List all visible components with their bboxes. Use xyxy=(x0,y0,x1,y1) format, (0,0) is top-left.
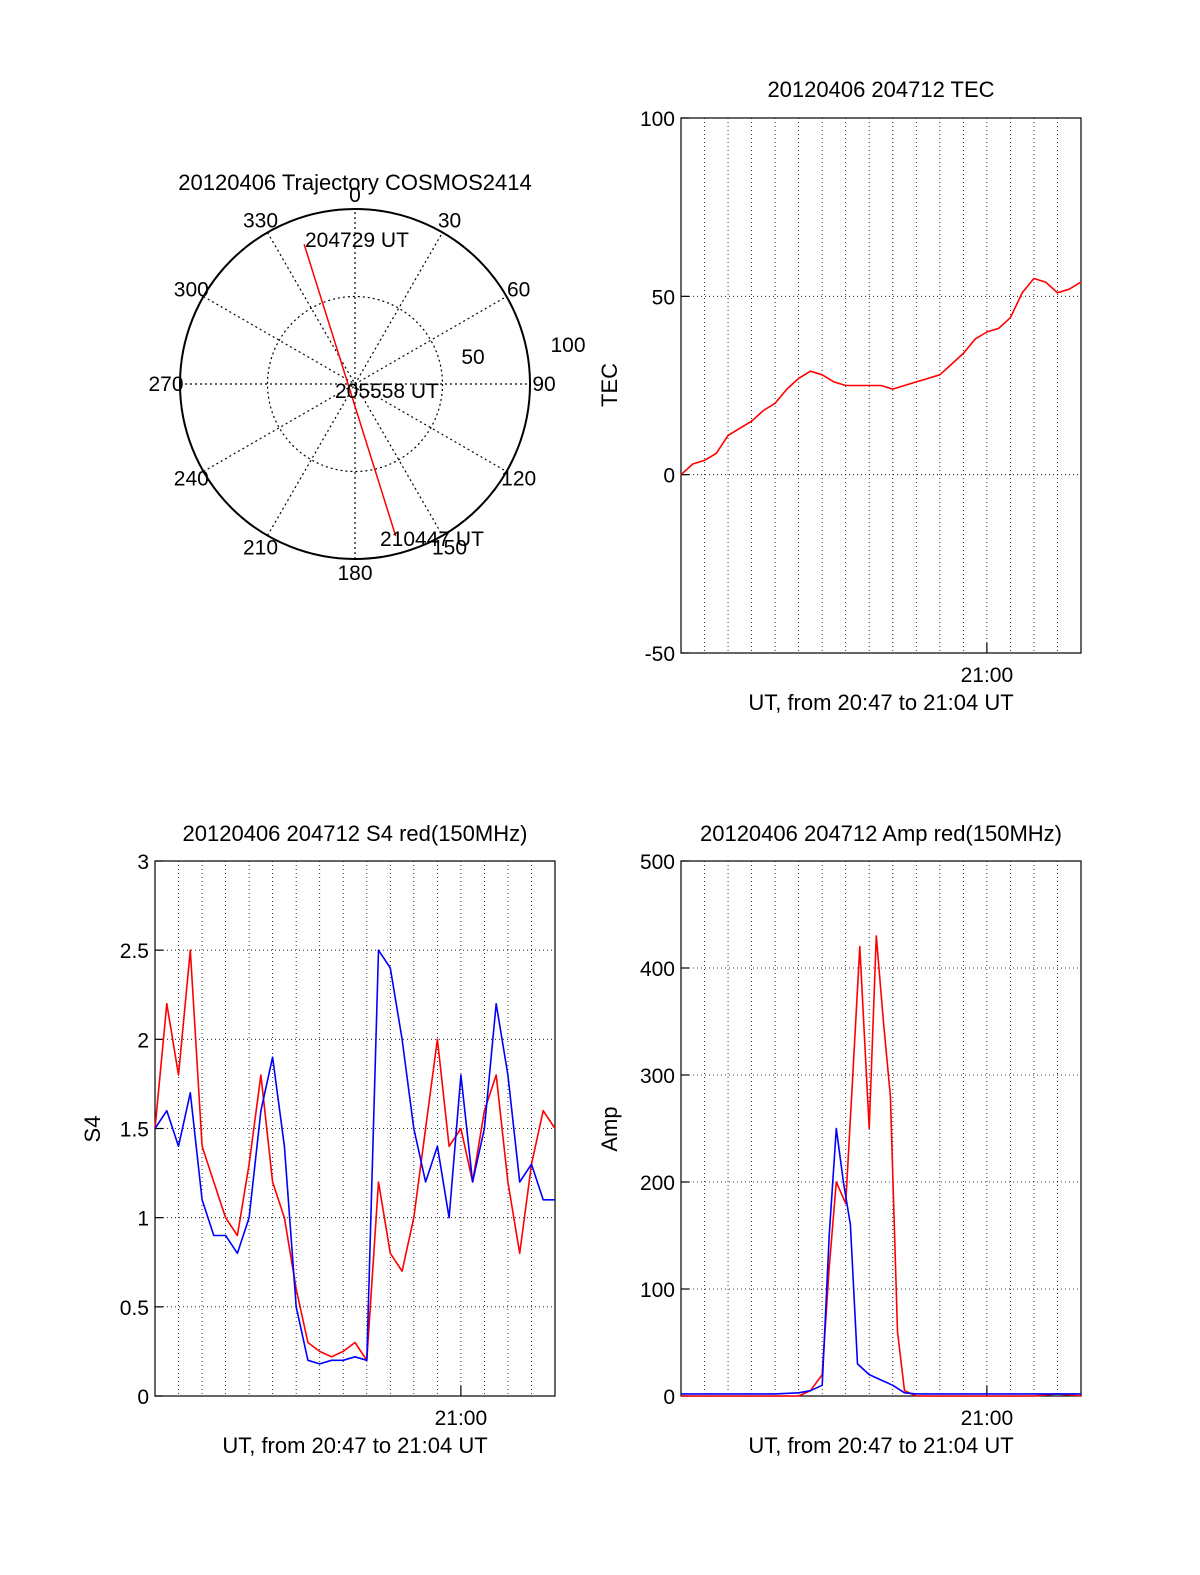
polar-azimuth-label-30: 30 xyxy=(438,209,461,232)
amp-y-tick-label: 100 xyxy=(640,1279,675,1302)
s4-y-axis-label: S4 xyxy=(80,1116,105,1143)
amp-title: 20120406 204712 Amp red(150MHz) xyxy=(700,821,1062,846)
amp-y-ticks: 500 400 300 200 100 0 xyxy=(640,851,689,1409)
tec-y-tick-label: -50 xyxy=(645,643,675,666)
amp-y-tick-label: 400 xyxy=(640,958,675,981)
s4-series xyxy=(154,949,556,1365)
polar-azimuth-label-120: 120 xyxy=(501,468,536,491)
amp-x-tick-label: 21:00 xyxy=(961,1407,1014,1430)
amp-grid xyxy=(681,861,1081,1396)
tec-x-axis-label: UT, from 20:47 to 21:04 UT xyxy=(748,690,1013,715)
s4-grid xyxy=(155,861,555,1396)
polar-outer-ring xyxy=(179,208,531,560)
amp-series-blue-line xyxy=(681,1127,1081,1395)
s4-y-tick-label: 1 xyxy=(137,1208,149,1231)
tec-y-ticks: 100 50 0 -50 xyxy=(640,108,689,666)
amp-plot-frame xyxy=(680,860,1082,1397)
tec-series-red-line xyxy=(680,277,1082,476)
polar-annotation-start: 204729 UT xyxy=(305,229,409,252)
tec-grid xyxy=(681,118,1081,653)
amp-series-red-line xyxy=(681,935,1082,1397)
s4-y-tick-label: 2 xyxy=(137,1029,149,1052)
s4-series-blue-line xyxy=(154,949,555,1365)
polar-azimuth-label-180: 180 xyxy=(337,562,372,585)
tec-panel: 20120406 204712 TEC 100 50 0 -50 21:00 UT, … xyxy=(597,77,1082,715)
s4-x-axis-label: UT, from 20:47 to 21:04 UT xyxy=(222,1433,487,1458)
tec-x-tick-label: 21:00 xyxy=(961,664,1014,687)
polar-azimuth-label-330: 330 xyxy=(243,209,278,232)
amp-y-tick-label: 500 xyxy=(640,851,675,874)
tec-series xyxy=(680,277,1082,476)
tec-y-tick-label: 100 xyxy=(640,108,675,131)
s4-panel: 20120406 204712 S4 red(150MHz) 3 2.5 2 1.5 1… xyxy=(80,821,556,1458)
polar-radius-label-100: 100 xyxy=(550,334,585,357)
polar-azimuth-label-240: 240 xyxy=(174,468,209,491)
tec-title: 20120406 204712 TEC xyxy=(767,77,994,102)
polar-azimuth-label-300: 300 xyxy=(174,279,209,302)
polar-azimuth-label-90: 90 xyxy=(532,373,555,396)
polar-grid xyxy=(180,209,530,559)
tec-y-tick-label: 0 xyxy=(663,465,675,488)
polar-panel: 20120406 Trajectory COSMOS2414 0 30 60 90 12… xyxy=(148,170,585,585)
polar-annotation-end: 210447 UT xyxy=(380,528,484,551)
s4-y-tick-label: 0 xyxy=(137,1386,149,1409)
s4-y-tick-label: 3 xyxy=(137,851,149,874)
s4-y-ticks: 3 2.5 2 1.5 1 0.5 0 xyxy=(120,851,163,1409)
s4-y-tick-label: 2.5 xyxy=(120,940,149,963)
s4-y-tick-label: 1.5 xyxy=(120,1119,149,1142)
polar-azimuth-label-270: 270 xyxy=(148,373,183,396)
polar-trajectory-line xyxy=(303,243,397,537)
amp-panel: 20120406 204712 Amp red(150MHz) 500 400 30… xyxy=(597,821,1082,1458)
polar-azimuth-label-60: 60 xyxy=(507,279,530,302)
amp-series xyxy=(681,935,1082,1397)
tec-y-axis-label: TEC xyxy=(597,363,622,407)
polar-spoke-150 xyxy=(266,232,444,536)
polar-azimuth-label-0: 0 xyxy=(349,184,361,207)
amp-y-tick-label: 300 xyxy=(640,1065,675,1088)
s4-x-tick-label: 21:00 xyxy=(435,1407,488,1430)
tec-plot-frame xyxy=(680,117,1082,654)
polar-annotation-mid: 205558 UT xyxy=(335,380,439,403)
polar-radius-label-50: 50 xyxy=(461,346,484,369)
polar-inner-ring xyxy=(266,295,444,473)
s4-y-tick-label: 0.5 xyxy=(120,1297,149,1320)
polar-title: 20120406 Trajectory COSMOS2414 xyxy=(178,170,531,195)
polar-azimuth-label-150: 150 xyxy=(432,537,467,560)
amp-y-tick-label: 200 xyxy=(640,1172,675,1195)
polar-azimuth-labels: 0 30 60 90 120 150 180 210 240 270 300 330 xyxy=(148,184,555,585)
s4-title: 20120406 204712 S4 red(150MHz) xyxy=(183,821,528,846)
tec-y-tick-label: 50 xyxy=(652,286,675,309)
amp-y-axis-label: Amp xyxy=(597,1106,622,1151)
s4-series-red-line xyxy=(154,949,556,1362)
amp-y-tick-label: 0 xyxy=(663,1386,675,1409)
polar-azimuth-label-210: 210 xyxy=(243,537,278,560)
amp-x-axis-label: UT, from 20:47 to 21:04 UT xyxy=(748,1433,1013,1458)
